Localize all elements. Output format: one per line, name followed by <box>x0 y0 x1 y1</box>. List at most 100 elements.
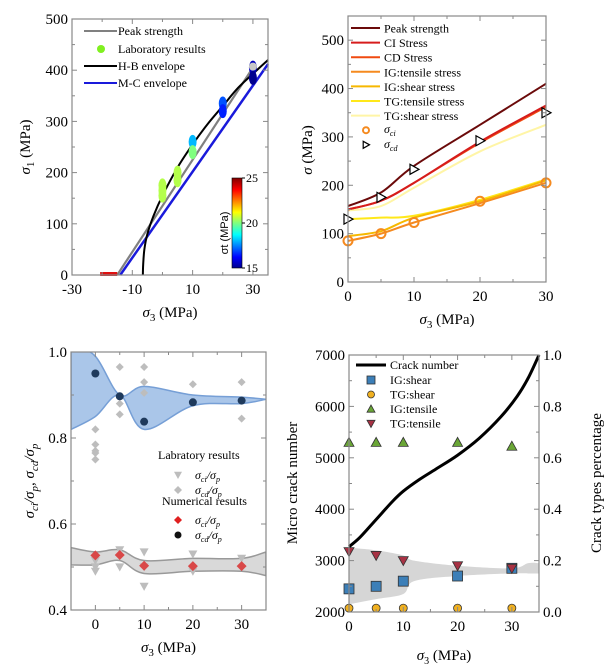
lab-ci-point <box>188 550 198 559</box>
marker-tg-tensile <box>397 556 409 567</box>
y-tick-label: 7000 <box>315 348 345 364</box>
num-cd-point <box>115 392 124 401</box>
x-axis-label: σ3 (MPa) <box>143 305 198 324</box>
lab-cd-point <box>188 380 197 389</box>
y-tick-label: 300 <box>46 114 69 130</box>
lab-ci-point <box>90 563 100 572</box>
tensile-point <box>109 272 115 276</box>
crack-number-curve <box>348 354 541 548</box>
marker-ig-shear <box>452 570 463 582</box>
lab-cd-point <box>237 378 246 387</box>
legend-label: σcd/σp <box>195 528 222 544</box>
cd-ratio-band <box>71 352 266 431</box>
y-tick-label: 0.4 <box>48 603 67 619</box>
colorbar <box>231 177 243 269</box>
legend-ig-tensile-stress: IG:tensile stress <box>351 65 461 79</box>
line-tg-shear-stress <box>347 123 547 212</box>
legend-peak-strength: Peak strength <box>351 22 449 36</box>
legend-ig-shear: IG:shear <box>366 373 431 387</box>
colorbar-tick-label: 25 <box>246 171 258 185</box>
lab-cd-point <box>140 378 149 387</box>
y-right-tick-label: 0.6 <box>543 451 562 467</box>
legend-swatch <box>366 404 376 413</box>
x-tick-label: 0 <box>92 617 100 633</box>
y-tick-label: 200 <box>322 178 345 194</box>
ci-ratio-band <box>71 546 266 577</box>
legend-label: IG:shear <box>390 373 431 387</box>
marker-ig-tensile <box>370 436 382 447</box>
lab-cd-point <box>91 425 100 434</box>
y-tick-label: 500 <box>46 12 69 28</box>
legend-tg-shear: TG:shear <box>367 388 435 402</box>
lab-ci-point <box>115 563 125 572</box>
y-right-tick-label: 0.8 <box>543 399 562 415</box>
marker-tg-tensile <box>451 561 464 572</box>
x-tick-label: 30 <box>245 282 260 298</box>
marker-ig-shear <box>370 580 382 592</box>
y-tick-label: 3000 <box>315 554 345 570</box>
legend-swatch <box>362 140 371 150</box>
x-tick-label: 20 <box>185 617 200 633</box>
y-tick-label: 5000 <box>315 451 345 467</box>
x-tick-label: 20 <box>450 619 465 635</box>
legend-swatch <box>362 126 370 135</box>
lab-cd-point <box>140 388 149 397</box>
lab-ci-point <box>90 556 100 566</box>
sigma-cd-marker <box>376 191 388 204</box>
legend-label: Peak strength <box>118 24 183 38</box>
x-tick-label: 0 <box>344 289 352 305</box>
num-cd-point <box>237 396 246 405</box>
num-ci-point <box>187 561 198 572</box>
legend-mc-envelope: M-C envelope <box>84 76 187 90</box>
y-tick-label: 100 <box>322 227 345 243</box>
lab-ci-point <box>237 554 247 563</box>
num-cd-point <box>188 398 197 407</box>
marker-ig-tensile <box>397 436 409 447</box>
lab-result-point <box>188 145 197 160</box>
legend-swatch <box>97 45 105 53</box>
num-cd-point <box>91 369 100 378</box>
legend-label: TG:tensile stress <box>384 95 465 109</box>
x-tick-label: 10 <box>185 282 200 298</box>
mc-envelope-line <box>119 63 270 276</box>
marker-ig-tensile <box>451 436 464 447</box>
legend-swatch <box>367 390 375 399</box>
y-axis-label: σ1 (MPa) <box>18 120 37 175</box>
lab-result-point <box>218 104 227 119</box>
x-tick-label: 30 <box>234 617 249 633</box>
legend-tg-tensile-stress: TG:tensile stress <box>351 95 465 109</box>
legend-tg-shear-stress: TG:shear stress <box>351 109 459 123</box>
legend-label: TG:shear <box>390 388 435 402</box>
lab-cd-point <box>237 414 246 423</box>
lab-result-point <box>188 134 197 149</box>
y-tick-label: 0 <box>61 268 69 284</box>
y-right-tick-label: 0.0 <box>543 605 562 621</box>
y-right-tick-label: 0.4 <box>543 502 562 518</box>
p2-frame <box>347 15 547 283</box>
legend-sigma-cd: σcd <box>362 137 398 153</box>
x-tick-label: 10 <box>396 619 411 635</box>
lab-cd-point <box>115 410 124 419</box>
plot-area <box>100 59 270 276</box>
lab-result-point <box>173 173 182 188</box>
panel-threshold-ratios: 0 10 20 30 0.4 0.6 0.8 1.0 σ3 (MPa) σci/σp, σcd/σ… <box>22 345 267 659</box>
num-cd-point <box>140 417 149 426</box>
sigma-cd-marker <box>409 163 421 176</box>
sigma-ci-marker <box>408 217 420 229</box>
legend-swatch <box>366 419 376 429</box>
x-tick-label: 20 <box>473 289 488 305</box>
x-axis-label: σ3 (MPa) <box>141 640 196 659</box>
y-tick-label: 6000 <box>315 399 345 415</box>
legend-label: IG:shear stress <box>384 80 455 94</box>
lab-cd-point <box>91 449 100 458</box>
legend-ig-shear-stress: IG:shear stress <box>351 80 455 94</box>
lab-ci-point <box>90 567 100 576</box>
lab-ci-point <box>139 582 149 591</box>
x-tick-label: 0 <box>345 619 353 635</box>
x-tick-label: 30 <box>504 619 519 635</box>
legend-label: σci/σp <box>195 468 220 484</box>
lab-cd-point <box>91 455 100 464</box>
lab-ci-point <box>188 567 198 576</box>
line-ig-tensile-stress <box>347 181 547 242</box>
